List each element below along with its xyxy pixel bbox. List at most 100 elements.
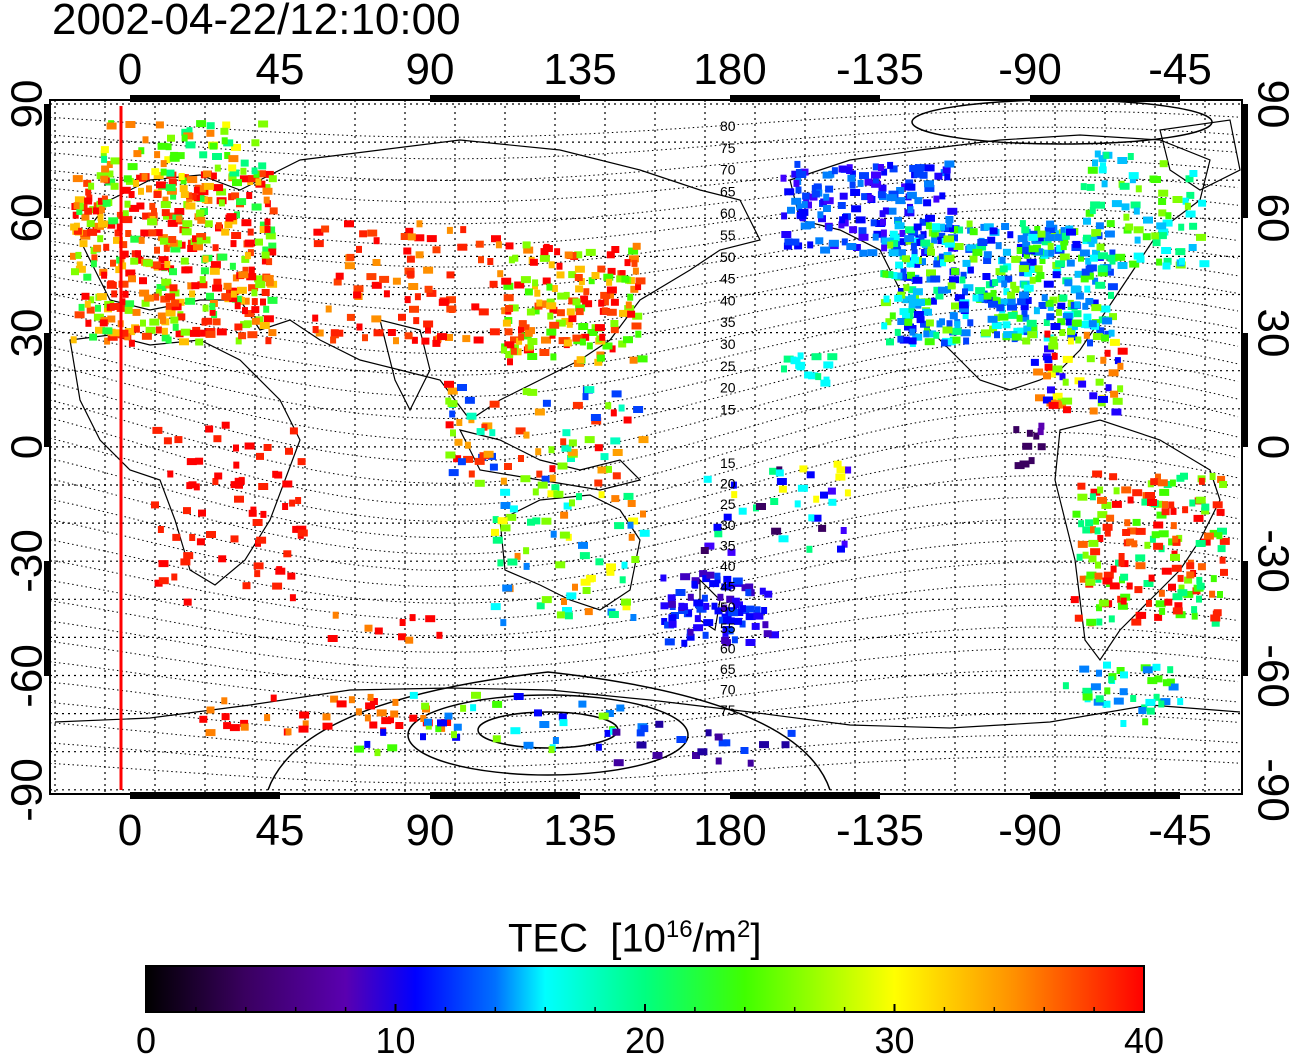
tec-point: [913, 311, 924, 318]
tec-point: [988, 300, 998, 308]
tec-point: [769, 631, 779, 639]
tec-point: [1024, 269, 1033, 277]
tec-point: [568, 271, 577, 279]
tec-point: [903, 284, 910, 292]
tec-point: [163, 244, 170, 252]
tec-point: [941, 339, 951, 347]
tec-point: [1101, 334, 1109, 342]
tec-point: [414, 234, 425, 242]
tec-point: [737, 609, 744, 616]
tec-point: [541, 252, 548, 260]
tec-point: [1216, 508, 1225, 516]
tec-point: [1186, 571, 1195, 579]
tec-point: [1174, 602, 1183, 610]
tec-point: [999, 256, 1006, 264]
tec-point: [547, 490, 558, 498]
tec-point: [516, 337, 523, 345]
tec-point: [962, 312, 969, 320]
tec-point: [260, 170, 266, 178]
tec-point: [86, 220, 95, 228]
tec-point: [954, 321, 961, 329]
tec-point: [212, 478, 219, 485]
tec-point: [922, 308, 932, 316]
tec-point: [151, 168, 160, 176]
tec-point: [140, 319, 146, 327]
tec-point: [624, 305, 635, 313]
tec-point: [1102, 317, 1113, 325]
tec-point: [413, 317, 420, 325]
geomag-contour: [50, 583, 1239, 653]
tec-point: [734, 617, 742, 625]
tec-point: [327, 635, 338, 642]
tec-point: [74, 311, 85, 319]
tec-point: [616, 704, 625, 712]
tec-point: [944, 255, 953, 263]
tec-point: [383, 290, 390, 298]
tec-point: [1142, 233, 1151, 241]
tec-point: [387, 744, 398, 752]
tec-point: [995, 242, 1002, 250]
tec-point: [504, 328, 513, 336]
tec-point: [111, 290, 118, 298]
tec-point: [934, 172, 943, 180]
tec-point: [909, 165, 920, 172]
tec-point: [367, 693, 374, 701]
tec-point: [476, 428, 485, 436]
tec-point: [478, 308, 489, 316]
tec-point: [945, 216, 954, 223]
tec-point: [180, 558, 191, 566]
tec-point: [1111, 200, 1122, 208]
tec-point: [1113, 697, 1124, 705]
tec-point: [1113, 487, 1120, 495]
tec-point: [1158, 209, 1167, 217]
tec-point: [209, 303, 216, 310]
geomag-contour: [50, 388, 1239, 506]
tec-point: [1007, 291, 1016, 299]
tec-point: [1133, 226, 1144, 234]
tec-point: [221, 293, 232, 301]
tec-point: [728, 609, 739, 617]
tec-point: [1095, 378, 1104, 386]
tec-point: [462, 335, 471, 343]
tec-point: [904, 318, 913, 326]
tec-point: [266, 248, 277, 256]
tec-point: [895, 197, 906, 205]
tec-point: [1203, 532, 1214, 540]
tec-point: [1172, 196, 1183, 203]
tec-point: [960, 329, 971, 337]
tec-point: [594, 324, 605, 332]
tec-point: [89, 206, 96, 214]
tec-point: [1132, 518, 1141, 526]
tec-point: [213, 435, 222, 443]
tec-point: [547, 312, 554, 320]
tec-point: [72, 175, 83, 183]
tec-point: [366, 273, 377, 281]
frame-bar-bottom: [1030, 792, 1180, 799]
tec-point: [1130, 201, 1141, 209]
tec-point: [584, 386, 595, 394]
tec-point: [959, 276, 966, 284]
tec-point: [251, 167, 258, 175]
tec-point: [421, 337, 430, 345]
tec-point: [231, 192, 240, 200]
colorbar-title: TEC [1016/m2]: [508, 906, 761, 962]
tec-point: [481, 423, 488, 431]
tec-point: [406, 270, 415, 278]
lon-tick-label-bottom: -135: [836, 806, 924, 855]
tec-point: [795, 186, 802, 194]
tec-point: [1040, 249, 1049, 257]
tec-point: [261, 257, 270, 265]
tec-point: [775, 469, 784, 477]
frame-bar-top: [430, 95, 580, 102]
tec-point: [745, 589, 752, 596]
tec-point: [715, 757, 722, 765]
tec-point: [1090, 201, 1101, 209]
lat-tick-label-right: -90: [1248, 758, 1292, 822]
tec-point: [196, 233, 207, 240]
tec-point: [606, 286, 617, 294]
tec-point: [1148, 574, 1155, 582]
tec-point: [602, 342, 613, 350]
tec-point: [214, 164, 221, 172]
tec-point: [216, 188, 227, 196]
tec-point: [128, 191, 135, 198]
